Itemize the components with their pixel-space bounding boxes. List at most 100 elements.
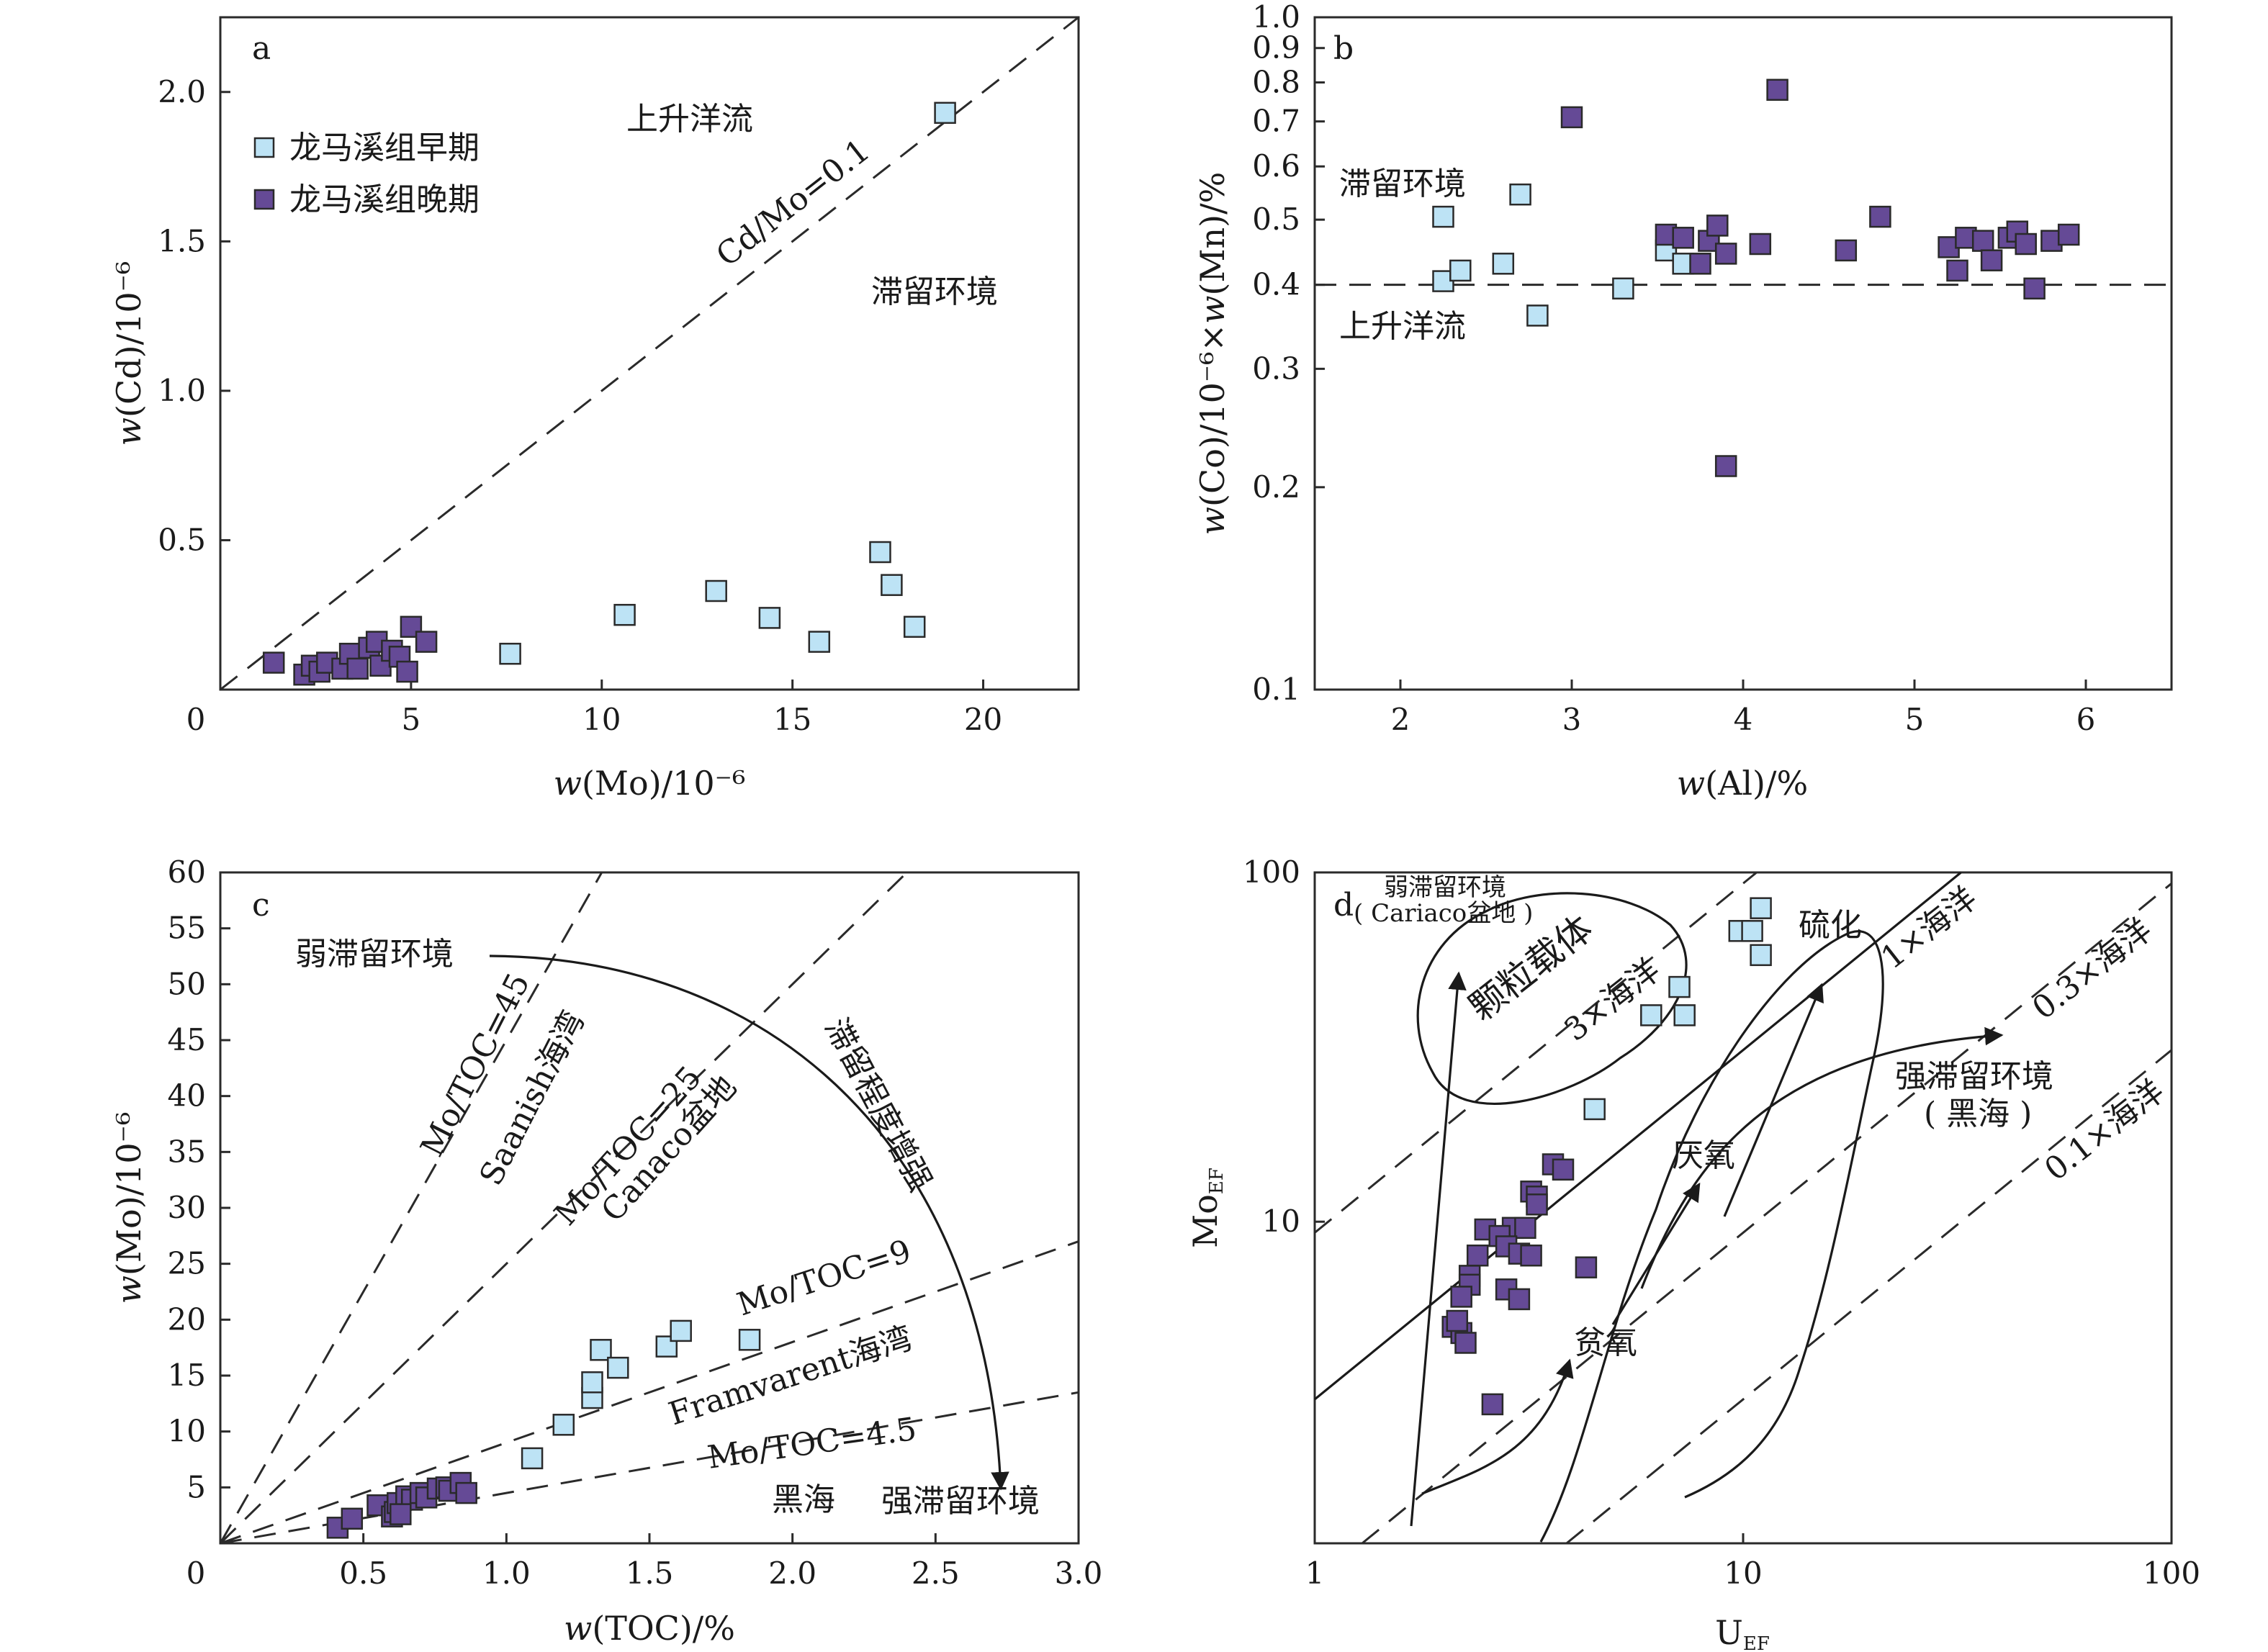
mo-toc-line	[220, 1391, 1079, 1545]
y-tick-label: 5	[186, 1469, 206, 1504]
panel-b-points	[1432, 78, 2080, 477]
panel-d-annotation-weak: 弱滞留环境	[1384, 873, 1506, 902]
point-late	[396, 660, 418, 683]
x-tick-label: 0	[186, 702, 206, 737]
seawater-ratio-line	[1314, 871, 1758, 1234]
panel-b-annotation-restricted: 滞留环境	[1339, 166, 1466, 202]
panel-c-annotation-strong: 强滞留环境	[881, 1483, 1040, 1520]
y-tick-label: 1.0	[1252, 0, 1300, 35]
panel-a: 0 5 10 15 20 0.5 1.0 1.5 2.0 a 龙马溪组早期 龙马溪组晚期 上升洋…	[109, 16, 1080, 803]
point-early	[1432, 205, 1454, 228]
panel-b-frame	[1313, 16, 2173, 691]
panel-d-particle-lobe	[1416, 892, 1688, 1105]
point-early	[1492, 253, 1515, 275]
y-tick-label: 15	[168, 1358, 206, 1393]
y-tick-label: 45	[168, 1022, 206, 1057]
panel-a-label: a	[252, 30, 271, 67]
panel-d-annotation-blacksea: ( 黑海 )	[1924, 1096, 2032, 1132]
panel-b: 2 3 4 5 6 0.1 0.2 0.3 0.4 0.5 0.6 0.7 0.80.91.0 b 滞留…	[1193, 0, 2173, 803]
point-late	[1446, 1309, 1469, 1332]
point-late	[1481, 1393, 1504, 1416]
panel-d-annotation-suboxic: 贫氧	[1574, 1324, 1637, 1361]
panel-d-ratio-lines	[1313, 871, 2172, 1545]
x-tick-label: 10	[1724, 1556, 1762, 1591]
point-early	[670, 1319, 692, 1342]
y-tick-label: 55	[168, 911, 206, 946]
x-tick-label: 1	[1305, 1556, 1325, 1591]
point-late	[1714, 243, 1737, 265]
panel-a-legend: 龙马溪组早期 龙马溪组晚期	[253, 130, 480, 218]
panel-c-ylabel: w(Mo)/10⁻⁶	[109, 1112, 148, 1304]
panel-a-ylabel: w(Cd)/10⁻⁶	[109, 261, 148, 446]
panel-d-suboxic-arrow	[1421, 1358, 1574, 1495]
x-tick-label: 10	[582, 702, 621, 737]
x-tick-label: 6	[2076, 702, 2096, 737]
legend-early-marker	[253, 137, 275, 158]
panel-b-ylabel: w(Co)/10⁻⁶×w(Mn)/%	[1193, 172, 1232, 536]
point-late	[390, 1503, 412, 1525]
panel-d-annotation-strong: 强滞留环境	[1895, 1058, 2053, 1095]
x-tick-label: 0	[186, 1556, 206, 1591]
y-tick-label: 0.5	[1252, 202, 1300, 237]
panel-d-ylabel: MoEF	[1186, 1168, 1228, 1248]
point-late	[1971, 230, 1994, 252]
panel-d-points	[1441, 897, 1772, 1416]
point-early	[521, 1447, 544, 1470]
panel-c-annotation-weak: 弱滞留环境	[295, 936, 454, 972]
y-tick-label: 2.0	[158, 74, 206, 109]
y-tick-label: 35	[168, 1134, 206, 1169]
y-tick-label: 0.7	[1252, 104, 1300, 139]
mo-toc-line	[219, 872, 603, 1544]
x-tick-label: 3	[1562, 702, 1582, 737]
x-tick-label: 15	[773, 702, 811, 737]
point-early	[1673, 1004, 1696, 1026]
x-tick-label: 20	[964, 702, 1002, 737]
point-early	[1668, 975, 1691, 998]
y-tick-label: 10	[168, 1414, 206, 1449]
panel-a-frame	[219, 16, 1080, 691]
panel-d-label-0.3x: 0.3×海洋	[2025, 912, 2159, 1027]
point-early	[1750, 897, 1772, 919]
seawater-ratio-line	[1361, 883, 2172, 1545]
panel-d-frame	[1313, 871, 2173, 1545]
point-late	[1706, 215, 1729, 237]
point-late	[1526, 1193, 1548, 1216]
panel-c-ratio-lines	[219, 871, 1079, 1545]
y-tick-label: 1.5	[158, 223, 206, 258]
y-tick-label: 30	[168, 1190, 206, 1225]
point-early	[934, 101, 956, 125]
panel-c-annotation-blacksea: 黑海	[772, 1481, 835, 1518]
y-tick-label: 100	[1243, 854, 1300, 890]
point-late	[1520, 1244, 1542, 1267]
y-tick-label: 40	[168, 1078, 206, 1114]
y-tick-label: 10	[1262, 1204, 1300, 1239]
seawater-ratio-line	[1565, 1049, 2172, 1545]
point-early	[552, 1414, 575, 1436]
panel-d-axes: 1 10 100 10 100	[1243, 854, 2200, 1591]
panel-d-sulfidic-loop	[1539, 930, 1884, 1543]
mo-toc-line	[220, 1240, 1079, 1545]
y-tick-label: 0.1	[1252, 672, 1300, 707]
panel-d-annotation-sulfidic: 硫化	[1799, 907, 1862, 944]
panel-b-axes: 2 3 4 5 6 0.1 0.2 0.3 0.4 0.5 0.6 0.7 0.80.91.0	[1252, 0, 2095, 737]
panel-c-label-9: Mo/TOC=9	[733, 1233, 916, 1324]
point-late	[262, 651, 285, 674]
point-early	[499, 642, 521, 665]
point-early	[758, 607, 781, 629]
point-late	[346, 657, 369, 680]
point-late	[1560, 106, 1583, 129]
point-early	[881, 574, 903, 596]
point-early	[581, 1371, 603, 1394]
panel-a-xlabel: w(Mo)/10⁻⁶	[554, 764, 746, 803]
y-tick-label: 20	[168, 1301, 206, 1337]
point-early	[869, 541, 891, 564]
point-early	[613, 603, 636, 626]
panel-a-annotation-upwelling: 上升洋流	[626, 101, 753, 137]
panel-a-ratio-label: Cd/Mo=0.1	[709, 132, 876, 274]
panel-c-points	[326, 1319, 761, 1539]
point-early	[1583, 1098, 1606, 1121]
point-early	[590, 1339, 612, 1361]
point-late	[415, 631, 438, 653]
panel-c-xlabel: w(TOC)/%	[564, 1609, 735, 1648]
panel-a-ratio-line	[220, 16, 1079, 691]
